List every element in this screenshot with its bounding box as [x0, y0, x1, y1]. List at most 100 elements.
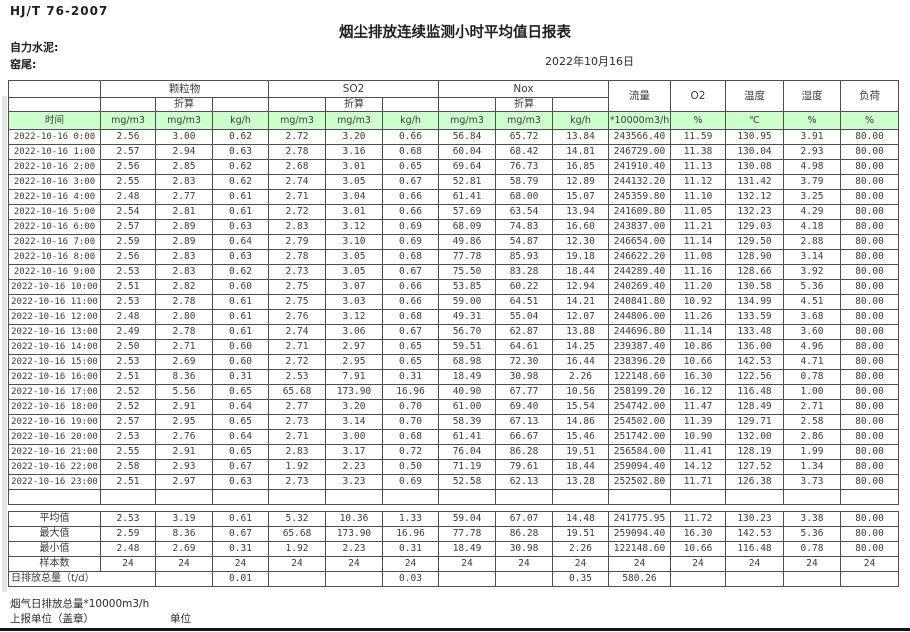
converted-header-pm: 折算: [155, 97, 213, 112]
value-cell: 0.61: [212, 324, 269, 340]
value-cell: 0.66: [382, 189, 439, 205]
value-cell: 24: [783, 556, 841, 572]
table-row: 2022-10-16 8:00 2.56 2.83 0.63 2.78 3.05 0.68 7…: [8, 249, 899, 265]
value-cell: 80.00: [840, 526, 899, 542]
value-cell: 57.69: [438, 204, 496, 220]
value-cell: 69.40: [495, 399, 553, 415]
value-cell: 86.28: [495, 526, 553, 542]
value-cell: 3.23: [325, 474, 383, 490]
value-cell: 80.00: [840, 294, 899, 310]
value-cell: 72.30: [495, 354, 553, 370]
value-cell: 76.04: [438, 444, 496, 460]
empty-cell: [8, 489, 101, 505]
value-cell: 52.81: [438, 174, 496, 190]
value-cell: 2.76: [155, 429, 213, 445]
value-cell: 173.90: [325, 526, 383, 542]
value-cell: 53.85: [438, 279, 496, 295]
column-group-pm: 颗粒物: [100, 80, 269, 98]
value-cell: 2.57: [100, 414, 156, 430]
value-cell: 3.73: [783, 474, 841, 490]
value-cell: 68.00: [495, 189, 553, 205]
bottom-divider: [0, 628, 910, 631]
value-cell: [495, 571, 553, 587]
value-cell: 2.48: [100, 541, 156, 557]
value-cell: 3.01: [325, 204, 383, 220]
value-cell: 71.19: [438, 459, 496, 475]
empty-cell: [100, 489, 156, 505]
value-cell: 2.83: [155, 264, 213, 280]
value-cell: 3.14: [783, 249, 841, 265]
value-cell: 11.41: [670, 444, 726, 460]
time-cell: 2022-10-16 19:00: [8, 414, 101, 430]
empty-cell: [155, 489, 213, 505]
value-cell: 56.84: [438, 129, 496, 145]
value-cell: 14.86: [552, 414, 609, 430]
value-cell: [840, 571, 899, 587]
value-cell: 30.98: [495, 369, 553, 385]
value-cell: 2.56: [100, 249, 156, 265]
value-cell: 63.54: [495, 204, 553, 220]
value-cell: 2.76: [268, 309, 326, 325]
value-cell: 14.25: [552, 339, 609, 355]
value-cell: 4.71: [783, 354, 841, 370]
value-cell: 3.92: [783, 264, 841, 280]
value-cell: 11.12: [670, 174, 726, 190]
value-cell: 122.56: [725, 369, 784, 385]
summary-row: 最小值 2.48 2.69 0.31 1.92 2.23 0.31 18.49 30.98 2.2…: [8, 541, 899, 557]
value-cell: 133.48: [725, 324, 784, 340]
value-cell: 10.36: [325, 511, 383, 527]
value-cell: 3.05: [325, 264, 383, 280]
value-cell: 80.00: [840, 541, 899, 557]
value-cell: 11.71: [670, 474, 726, 490]
value-cell: 3.00: [325, 429, 383, 445]
value-cell: 80.00: [840, 414, 899, 430]
value-cell: 14.21: [552, 294, 609, 310]
unit-header: *10000m3/h: [608, 111, 671, 130]
value-cell: 80.00: [840, 309, 899, 325]
blank-cell: [382, 97, 439, 112]
value-cell: 0.61: [212, 309, 269, 325]
value-cell: 68.09: [438, 219, 496, 235]
location-label: 窑尾:: [10, 58, 37, 71]
value-cell: 3.05: [325, 174, 383, 190]
value-cell: 243837.00: [608, 219, 671, 235]
value-cell: 2.97: [155, 474, 213, 490]
value-cell: 0.67: [382, 174, 439, 190]
unit-header: kg/h: [552, 111, 609, 130]
value-cell: 134.99: [725, 294, 784, 310]
value-cell: 2.56: [100, 129, 156, 145]
value-cell: 126.38: [725, 474, 784, 490]
value-cell: 2.80: [155, 309, 213, 325]
time-cell: 2022-10-16 16:00: [8, 369, 101, 385]
value-cell: 2.59: [100, 234, 156, 250]
value-cell: 2.89: [155, 219, 213, 235]
summary-row-label: 样本数: [8, 556, 101, 572]
value-cell: 2.26: [552, 369, 609, 385]
value-cell: 0.60: [212, 354, 269, 370]
value-cell: 80.00: [840, 324, 899, 340]
value-cell: 240269.40: [608, 279, 671, 295]
value-cell: 7.91: [325, 369, 383, 385]
daily-total-row: 日排放总量（t/d） 0.01 0.03 0.35 580.26: [8, 571, 899, 587]
time-cell: 2022-10-16 3:00: [8, 174, 101, 190]
value-cell: 0.70: [382, 399, 439, 415]
table-row: 2022-10-16 10:00 2.51 2.82 0.60 2.75 3.07 0.66…: [8, 279, 899, 295]
value-cell: 0.70: [382, 414, 439, 430]
time-cell: 2022-10-16 13:00: [8, 324, 101, 340]
empty-cell: [212, 489, 269, 505]
value-cell: 0.65: [382, 339, 439, 355]
value-cell: 16.96: [382, 384, 439, 400]
value-cell: 0.69: [382, 474, 439, 490]
table-row: 2022-10-16 4:00 2.48 2.77 0.61 2.71 3.04 0.66 6…: [8, 189, 899, 205]
value-cell: 2.95: [325, 354, 383, 370]
value-cell: 61.41: [438, 429, 496, 445]
unit-label: 单位: [170, 613, 191, 625]
value-cell: 2.74: [268, 324, 326, 340]
value-cell: 2.93: [155, 459, 213, 475]
table-row: 2022-10-16 7:00 2.59 2.89 0.64 2.79 3.10 0.69 4…: [8, 234, 899, 250]
value-cell: 2.69: [155, 541, 213, 557]
value-cell: 80.00: [840, 384, 899, 400]
value-cell: 59.04: [438, 511, 496, 527]
value-cell: 11.14: [670, 234, 726, 250]
value-cell: 80.00: [840, 399, 899, 415]
